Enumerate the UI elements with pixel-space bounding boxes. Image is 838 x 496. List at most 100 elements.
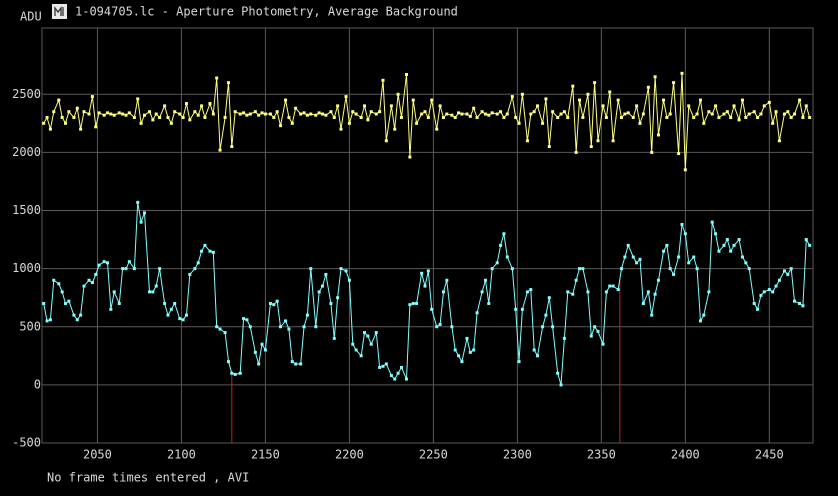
data-point — [90, 95, 94, 99]
data-point — [94, 125, 98, 129]
data-point — [314, 325, 318, 329]
data-point — [710, 220, 714, 224]
data-point — [127, 111, 131, 115]
data-point — [702, 313, 706, 317]
data-point — [163, 302, 167, 306]
data-point — [804, 238, 808, 242]
data-point — [321, 284, 325, 288]
data-point — [426, 269, 430, 273]
data-point — [109, 307, 113, 311]
data-point — [786, 110, 790, 114]
data-point — [359, 116, 363, 120]
data-point — [329, 302, 333, 306]
data-point — [626, 243, 630, 247]
data-point — [551, 110, 555, 114]
data-point — [777, 139, 781, 143]
data-point — [124, 267, 128, 271]
data-point — [151, 118, 155, 122]
data-point — [302, 325, 306, 329]
data-point — [193, 110, 197, 114]
x-tick-label: 2150 — [251, 448, 280, 462]
data-point — [75, 318, 79, 322]
data-point — [490, 267, 494, 271]
data-point — [60, 116, 64, 120]
data-point — [45, 116, 49, 120]
data-point — [339, 267, 343, 271]
data-point — [662, 249, 666, 253]
data-point — [87, 112, 91, 116]
data-point — [559, 383, 563, 387]
data-point — [332, 116, 336, 120]
data-point — [520, 307, 524, 311]
data-point — [767, 100, 771, 104]
data-point — [381, 364, 385, 368]
data-point — [596, 139, 600, 143]
data-point — [102, 113, 106, 117]
data-point — [233, 110, 237, 114]
data-point — [184, 313, 188, 317]
data-point — [166, 116, 170, 120]
data-point — [405, 72, 409, 76]
window-icon — [52, 4, 67, 19]
data-point — [737, 238, 741, 242]
data-point — [722, 243, 726, 247]
data-point — [581, 116, 585, 120]
data-point — [97, 111, 101, 115]
data-point — [722, 112, 726, 116]
data-point — [257, 362, 261, 366]
data-point — [544, 97, 548, 101]
data-point — [178, 112, 182, 116]
data-point — [226, 81, 230, 85]
data-point — [408, 155, 412, 159]
data-point — [139, 220, 143, 224]
data-point — [188, 118, 192, 122]
data-point — [48, 127, 52, 131]
data-point — [631, 116, 635, 120]
data-point — [158, 267, 162, 271]
data-point — [121, 112, 125, 116]
data-point — [423, 110, 427, 114]
x-tick-label: 2250 — [419, 448, 448, 462]
data-point — [260, 111, 264, 115]
data-point — [683, 232, 687, 236]
data-point — [169, 121, 173, 125]
data-point — [336, 104, 340, 108]
data-point — [347, 121, 351, 125]
data-point — [420, 271, 424, 275]
data-point — [759, 112, 763, 116]
data-point — [581, 267, 585, 271]
data-point — [245, 318, 249, 322]
data-point — [789, 267, 793, 271]
data-point — [284, 319, 288, 323]
data-point — [438, 104, 442, 108]
data-point — [208, 249, 212, 253]
data-point — [747, 267, 751, 271]
y-axis-label: ADU — [20, 10, 42, 24]
data-point — [193, 267, 197, 271]
data-point — [90, 281, 94, 285]
data-point — [223, 116, 227, 120]
data-point — [520, 92, 524, 96]
data-point — [604, 116, 608, 120]
x-tick-label: 2100 — [167, 448, 196, 462]
data-point — [260, 342, 264, 346]
data-point — [112, 113, 116, 117]
data-point — [756, 307, 760, 311]
data-point — [117, 111, 121, 115]
data-point — [680, 71, 684, 75]
data-point — [556, 116, 560, 120]
data-point — [465, 112, 469, 116]
data-point — [45, 319, 49, 323]
data-point — [517, 121, 521, 125]
data-point — [124, 113, 128, 117]
series-line — [43, 202, 811, 386]
data-point — [656, 133, 660, 137]
data-point — [453, 116, 457, 120]
data-point — [151, 290, 155, 294]
y-tick-label: 2000 — [12, 145, 41, 159]
data-point — [158, 116, 162, 120]
data-point — [336, 296, 340, 300]
data-point — [702, 121, 706, 125]
data-point — [578, 98, 582, 102]
data-point — [359, 354, 363, 358]
